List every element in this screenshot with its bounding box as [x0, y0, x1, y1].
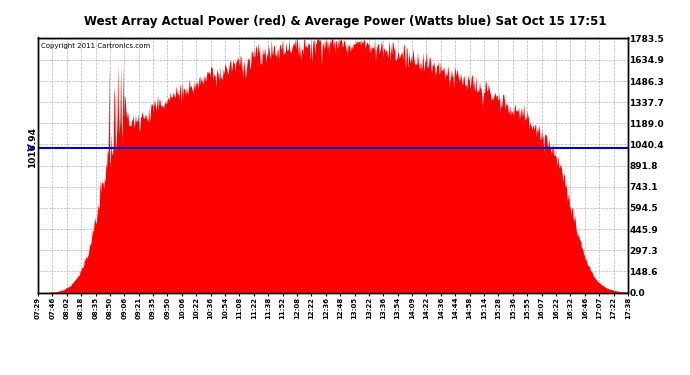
Text: West Array Actual Power (red) & Average Power (Watts blue) Sat Oct 15 17:51: West Array Actual Power (red) & Average … [83, 15, 607, 28]
Text: Copyright 2011 Cartronics.com: Copyright 2011 Cartronics.com [41, 43, 150, 49]
